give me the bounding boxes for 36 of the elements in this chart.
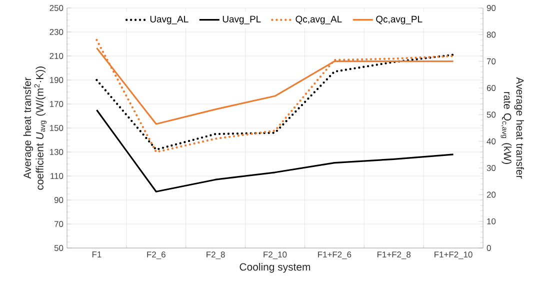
y2-tick-label: 20	[486, 192, 496, 198]
y-tick-label: 150	[50, 125, 64, 131]
x-tick-label: F1	[92, 252, 102, 258]
x-axis-title: Cooling system	[240, 262, 310, 273]
x-tick-label: F2_6	[147, 252, 166, 260]
y2-tick-label: 40	[486, 138, 496, 144]
y-tick-label: 130	[50, 149, 64, 155]
y2-tick-label: 0	[486, 245, 491, 251]
legend-label: Qc,avg_PL	[376, 16, 422, 24]
y2-tick-label: 10	[487, 218, 496, 224]
y-tick-label: 170	[50, 101, 64, 107]
y-tick-label: 210	[50, 53, 64, 59]
y2-tick-label: 60	[486, 85, 496, 91]
y2-tick-label: 70	[486, 58, 496, 64]
line-series	[96, 54, 454, 151]
line-series	[96, 109, 454, 192]
legend-label: Qc,avg_AL	[296, 16, 342, 24]
y-tick-label: 250	[50, 5, 64, 11]
y2-tick-label: 90	[486, 5, 496, 11]
x-tick-label: F2_8	[206, 252, 225, 260]
y2-tick-label: 50	[486, 112, 496, 118]
y-tick-label: 230	[50, 29, 64, 35]
legend-label: Uavg_PL	[222, 16, 261, 24]
line-series	[96, 38, 454, 154]
x-tick-label: F1+F2_6	[318, 252, 352, 260]
y-tick-label: 90	[54, 197, 64, 203]
legend-label: Uavg_AL	[150, 16, 188, 24]
y-tick-label: 190	[50, 77, 64, 83]
y2-tick-label: 30	[486, 165, 496, 171]
x-tick-label: F1+F2_8	[377, 252, 411, 260]
y2-tick-label: 80	[486, 32, 496, 38]
x-tick-label: F2_10	[264, 252, 287, 260]
x-tick-label: F1+F2_10	[434, 252, 472, 260]
y-tick-label: 110	[50, 173, 64, 179]
y-tick-label: 70	[54, 221, 64, 227]
y-tick-label: 50	[54, 245, 64, 251]
